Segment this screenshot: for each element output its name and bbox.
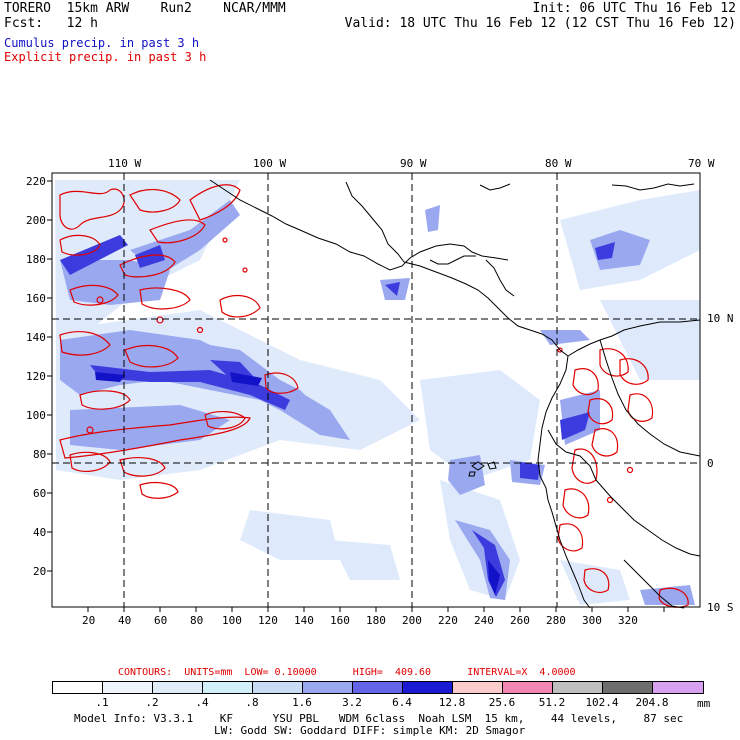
- model-physics: LW: Godd SW: Goddard DIFF: simple KM: 2D…: [214, 724, 526, 737]
- legend-label: 1.6: [292, 696, 312, 709]
- legend-swatch: [353, 682, 403, 693]
- legend-label: .2: [145, 696, 159, 709]
- legend-swatch: [203, 682, 253, 693]
- legend-label: 204.8: [635, 696, 669, 709]
- lon-label-90w: 90 W: [400, 157, 427, 170]
- x-tick-label: 80: [190, 614, 204, 627]
- x-tick-label: 280: [546, 614, 566, 627]
- y-tick-label: 200: [26, 214, 46, 227]
- x-tick-label: 20: [82, 614, 96, 627]
- header-line2-left: Fcst: 12 h: [4, 16, 98, 31]
- cumulus-label: Cumulus precip. in past 3 h: [4, 36, 200, 50]
- legend-swatch: [553, 682, 603, 693]
- y-tick-label: 80: [33, 448, 47, 461]
- x-tick-label: 260: [510, 614, 530, 627]
- x-tick-label: 40: [118, 614, 132, 627]
- lon-label-80w: 80 W: [545, 157, 572, 170]
- axis-ticks: [47, 180, 665, 612]
- x-tick-label: 140: [294, 614, 314, 627]
- legend-label: 3.2: [342, 696, 362, 709]
- legend-label: .1: [95, 696, 109, 709]
- x-tick-label: 180: [366, 614, 386, 627]
- explicit-label: Explicit precip. in past 3 h: [4, 50, 207, 64]
- x-tick-label: 300: [582, 614, 602, 627]
- y-tick-label: 60: [33, 487, 47, 500]
- legend-swatch: [253, 682, 303, 693]
- legend-label: 6.4: [392, 696, 412, 709]
- cumulus-precip-shading: [55, 180, 700, 605]
- y-tick-label: 220: [26, 175, 46, 188]
- lat-label-0: 0: [707, 457, 714, 470]
- x-tick-label: 160: [330, 614, 350, 627]
- y-tick-label: 180: [26, 253, 46, 266]
- lon-label-70w: 70 W: [688, 157, 715, 170]
- x-tick-label: 60: [154, 614, 168, 627]
- x-tick-label: 200: [402, 614, 422, 627]
- legend-unit: mm: [697, 697, 711, 710]
- legend-swatch: [503, 682, 553, 693]
- y-tick-label: 20: [33, 565, 47, 578]
- lon-label-110w: 110 W: [108, 157, 142, 170]
- legend-swatch: [153, 682, 203, 693]
- legend-swatch: [453, 682, 503, 693]
- coastlines: [209, 179, 701, 609]
- legend-label: 25.6: [488, 696, 516, 709]
- x-tick-label: 240: [474, 614, 494, 627]
- contours-info: CONTOURS: UNITS=mm LOW= 0.10000 HIGH= 40…: [118, 667, 576, 678]
- header-line2-right: Valid: 18 UTC Thu 16 Feb 12 (12 CST Thu …: [344, 16, 736, 31]
- explicit-precip-contours: [59, 184, 689, 608]
- graticule: [52, 173, 700, 607]
- legend-label: 102.4: [585, 696, 619, 709]
- legend-swatch: [653, 682, 703, 693]
- legend-swatch: [403, 682, 453, 693]
- y-tick-label: 100: [26, 409, 46, 422]
- legend-label: 51.2: [538, 696, 566, 709]
- legend-swatch: [303, 682, 353, 693]
- legend-swatch: [603, 682, 653, 693]
- model-info: Model Info: V3.3.1 KF YSU PBL WDM 6class…: [74, 712, 684, 725]
- x-tick-label: 220: [438, 614, 458, 627]
- y-tick-label: 160: [26, 292, 46, 305]
- legend-label: .8: [245, 696, 259, 709]
- x-tick-label: 320: [618, 614, 638, 627]
- x-tick-label: 100: [222, 614, 242, 627]
- legend-swatch: [53, 682, 103, 693]
- legend-label: .4: [195, 696, 209, 709]
- x-tick-label: 120: [258, 614, 278, 627]
- lon-label-100w: 100 W: [253, 157, 287, 170]
- color-legend: [52, 681, 704, 694]
- y-tick-label: 40: [33, 526, 47, 539]
- legend-label: 12.8: [438, 696, 466, 709]
- y-tick-label: 120: [26, 370, 46, 383]
- header-line1-left: TORERO 15km ARW Run2 NCAR/MMM: [4, 1, 286, 16]
- y-tick-label: 140: [26, 331, 46, 344]
- lat-label-10n: 10 N: [707, 312, 734, 325]
- legend-swatch: [103, 682, 153, 693]
- lat-label-10s: 10 S: [707, 601, 734, 614]
- header-line1-right: Init: 06 UTC Thu 16 Feb 12: [532, 1, 737, 16]
